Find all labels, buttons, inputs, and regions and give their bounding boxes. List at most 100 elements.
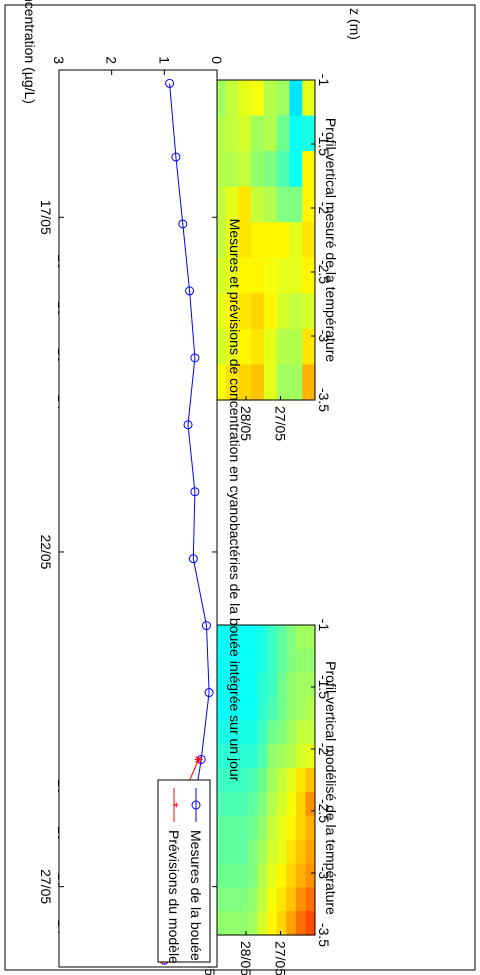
heatmap-cell (247, 815, 258, 841)
concentration-x-tick-label: 27/05 (38, 869, 54, 904)
heatmap-cell (256, 696, 268, 721)
heatmap-cell (237, 863, 248, 888)
heatmap-cell (304, 768, 315, 793)
heatmap-cell (266, 839, 277, 865)
measured-heatmap-ylabel: z (m) (347, 8, 363, 40)
heatmap-cell (276, 744, 287, 769)
heatmap-cell (263, 293, 277, 330)
heatmap-cell (237, 911, 248, 936)
heatmap-cell (237, 257, 252, 294)
data-point-measured (171, 152, 181, 162)
heatmap-cell (266, 672, 277, 698)
heatmap-cell (218, 887, 229, 912)
heatmap-cell (295, 887, 306, 912)
heatmap-cell (301, 257, 315, 294)
heatmap-cell (304, 625, 315, 650)
heatmap-cell (228, 815, 239, 841)
heatmap-cell (247, 911, 258, 936)
heatmap-cell (237, 815, 248, 841)
heatmap-cell (218, 791, 229, 817)
heatmap-cell (295, 839, 306, 865)
heatmap-cell (247, 791, 258, 817)
heatmap-cell (224, 257, 239, 294)
heatmap-cell (237, 222, 252, 259)
heatmap-cell (295, 696, 306, 721)
heatmap-cell (228, 863, 239, 888)
legend-measured-marker (191, 800, 201, 810)
heatmap-cell (295, 863, 306, 888)
heatmap-cell (228, 791, 239, 817)
data-point-model (194, 755, 203, 764)
heatmap-cell (304, 720, 315, 745)
heatmap-cell (304, 839, 315, 865)
concentration-y-tick-label: 3 (51, 56, 67, 64)
data-point-measured (185, 286, 195, 296)
heatmap-cell (295, 625, 306, 650)
heatmap-cell (247, 720, 258, 745)
heatmap-cell (276, 887, 287, 912)
heatmap-cell (266, 791, 277, 817)
heatmap-cell (228, 768, 239, 793)
heatmap-cell (228, 648, 239, 674)
heatmap-cell (276, 151, 290, 188)
heatmap-cell (276, 364, 290, 401)
heatmap-cell (266, 887, 277, 912)
heatmap-cell (276, 257, 290, 294)
heatmap-cell (218, 768, 229, 793)
heatmap-cell (237, 186, 252, 223)
heatmap-cell (276, 720, 287, 745)
heatmap-cell (218, 648, 229, 674)
heatmap-cell (263, 115, 277, 152)
heatmap-cell (285, 839, 296, 865)
heatmap-cell (304, 791, 315, 817)
heatmap-cell (237, 744, 248, 769)
heatmap-cell (247, 768, 258, 793)
heatmap-cell (218, 720, 229, 745)
heatmap-cell (247, 887, 258, 912)
heatmap-cell (263, 222, 277, 259)
heatmap-cell (295, 791, 306, 817)
heatmap-cell (256, 768, 268, 793)
heatmap-cell (256, 911, 268, 936)
heatmap-cell (276, 648, 287, 674)
heatmap-cell (276, 328, 290, 366)
data-point-model-stroke (195, 756, 202, 763)
heatmap-cell (288, 364, 303, 401)
heatmap-cell (224, 293, 239, 330)
heatmap-cell (218, 839, 229, 865)
concentration-x-tick-label: 17/05 (38, 200, 54, 235)
heatmap-cell (224, 364, 239, 401)
heatmap-cell (218, 911, 229, 936)
heatmap-cell (237, 791, 248, 817)
heatmap-cell (288, 186, 303, 223)
heatmap-cell (250, 364, 264, 401)
heatmap-cell (301, 328, 315, 366)
heatmap-y-tick-label: -1 (316, 619, 332, 632)
heatmap-cell (250, 80, 264, 117)
heatmap-cell (247, 648, 258, 674)
heatmap-cell (228, 911, 239, 936)
heatmap-y-tick-label: -2 (316, 743, 332, 756)
heatmap-cell (247, 625, 258, 650)
heatmap-cell (256, 672, 268, 698)
heatmap-cell (250, 293, 264, 330)
heatmap-cell (228, 625, 239, 650)
heatmap-cell (276, 696, 287, 721)
heatmap-cell (237, 115, 252, 152)
heatmap-cell (295, 744, 306, 769)
heatmap-y-tick-label: -2.5 (316, 799, 332, 823)
heatmap-cell (304, 696, 315, 721)
measured-heatmap-title: Profil vertical mesuré de la température (323, 118, 339, 363)
heatmap-cell (224, 186, 239, 223)
heatmap-cell (304, 887, 315, 912)
heatmap-cell (237, 364, 252, 401)
heatmap-cell (285, 887, 296, 912)
heatmap-cell (237, 720, 248, 745)
heatmap-cell (288, 151, 303, 188)
heatmap-cell (263, 257, 277, 294)
heatmap-cell (266, 696, 277, 721)
heatmap-cell (304, 744, 315, 769)
concentration-ylabel: Concentration (µg/L) (22, 0, 38, 104)
heatmap-cell (250, 328, 264, 366)
heatmap-cell (285, 720, 296, 745)
